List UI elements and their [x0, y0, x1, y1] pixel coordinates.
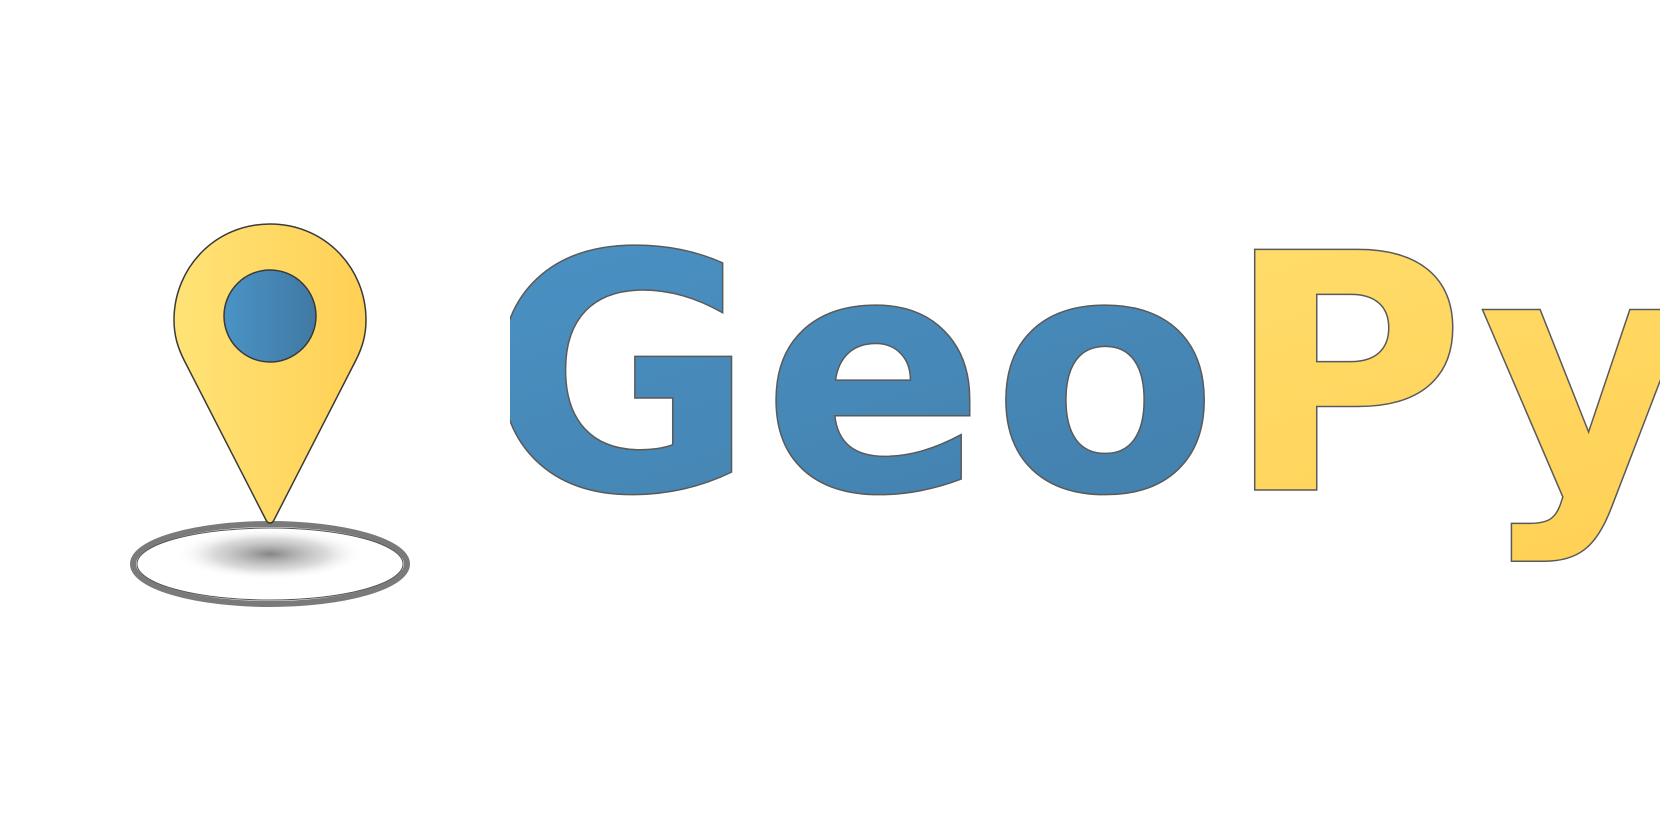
pin-shadow [175, 528, 365, 580]
map-pin-icon [130, 223, 410, 607]
pin-body [173, 223, 367, 524]
svg-text:GeoPy: GeoPy [510, 200, 1660, 568]
wordmark-py: Py [1224, 200, 1660, 568]
wordmark-geo: Geo [510, 200, 1224, 568]
wordmark: GeoPy [510, 200, 1660, 569]
pin-dot [223, 269, 317, 363]
